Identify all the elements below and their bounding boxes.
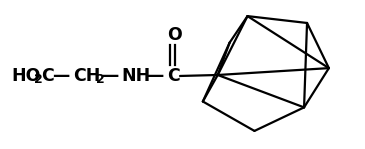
Text: C: C — [167, 67, 180, 85]
Text: NH: NH — [122, 67, 151, 85]
Text: CH: CH — [73, 67, 100, 85]
Text: O: O — [167, 26, 182, 44]
Text: 2: 2 — [96, 73, 104, 86]
Text: C: C — [41, 67, 54, 85]
Text: 2: 2 — [34, 73, 43, 86]
Text: —: — — [101, 67, 119, 85]
Text: HO: HO — [11, 67, 41, 85]
Text: —: — — [52, 67, 69, 85]
Text: —: — — [146, 67, 164, 85]
